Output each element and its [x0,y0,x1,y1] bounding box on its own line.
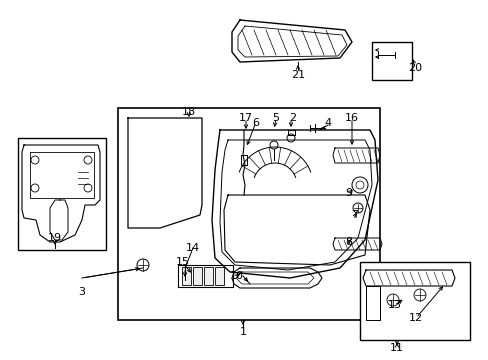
Bar [118,108,379,320]
Text: 21: 21 [290,70,305,80]
Text: 1: 1 [239,327,246,337]
Circle shape [286,134,294,142]
Text: 19: 19 [48,233,62,243]
Circle shape [386,294,398,306]
Text: 11: 11 [389,343,403,353]
Bar [178,265,232,287]
Circle shape [413,289,425,301]
Text: 17: 17 [239,113,253,123]
Circle shape [84,156,92,164]
Bar [359,262,469,340]
Text: 6: 6 [252,118,259,128]
Circle shape [31,184,39,192]
Text: 12: 12 [408,313,422,323]
Bar [371,42,411,80]
Circle shape [137,259,149,271]
Circle shape [351,177,367,193]
Circle shape [352,203,362,213]
Text: 20: 20 [407,63,421,73]
Circle shape [269,141,278,149]
Bar [182,267,191,285]
Text: 3: 3 [79,287,85,297]
Text: 15: 15 [176,257,190,267]
Text: 9: 9 [345,188,352,198]
Text: 18: 18 [182,107,196,117]
Text: 4: 4 [324,118,331,128]
Text: 14: 14 [185,243,200,253]
Text: 10: 10 [229,271,244,281]
Text: 16: 16 [345,113,358,123]
Text: 5: 5 [272,113,279,123]
Circle shape [84,184,92,192]
Text: 8: 8 [345,237,352,247]
Text: 7: 7 [351,210,358,220]
Bar [193,267,202,285]
Circle shape [355,181,363,189]
Circle shape [31,156,39,164]
Text: 2: 2 [289,113,296,123]
Text: 13: 13 [387,300,401,310]
Bar [215,267,224,285]
Bar [203,267,213,285]
Bar [18,138,106,250]
